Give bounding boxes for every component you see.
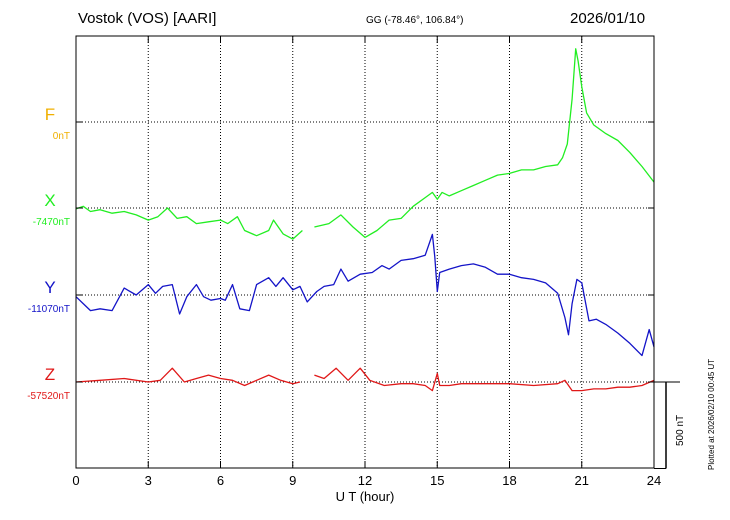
series-baseline-F: 0nT [53,131,70,142]
series-line-Z-1 [314,367,655,392]
x-tick-label-24: 24 [647,473,661,488]
x-tick-label-12: 12 [358,473,372,488]
x-axis-ticks: 0 3 6 9 12 15 18 21 24 [72,36,661,488]
scale-bar: 500 nT [654,381,686,469]
series-line-X-1 [314,48,655,239]
x-tick-label-9: 9 [289,473,296,488]
x-tick-label-0: 0 [72,473,79,488]
series-labels: F 0nT X -7470nT Y -11070nT Z -57520nT [27,105,70,402]
series-baseline-Z: -57520nT [27,391,70,402]
grid-lines [76,36,654,468]
series-baseline-X: -7470nT [33,217,70,228]
date-label: 2026/01/10 [570,10,646,27]
x-tick-label-21: 21 [575,473,589,488]
series-name-X: X [44,191,55,210]
x-tick-label-6: 6 [217,473,224,488]
x-tick-label-18: 18 [502,473,516,488]
scale-bar-label: 500 nT [675,415,686,446]
geographic-coords: GG (-78.46°, 106.84°) [366,15,464,26]
x-tick-label-15: 15 [430,473,444,488]
x-axis-label: U T (hour) [336,489,395,504]
series-name-F: F [45,105,55,124]
series-name-Y: Y [44,278,55,297]
series-line-X-0 [75,205,303,240]
x-tick-label-3: 3 [145,473,152,488]
series-baseline-Y: -11070nT [28,304,70,315]
series-line-Y-0 [75,233,655,357]
station-title: Vostok (VOS) [AARI] [78,10,217,27]
series-line-Z-0 [75,367,301,387]
series-name-Z: Z [45,365,55,384]
plotted-note: Plotted at 2026/02/10 00:45 UT [707,359,716,470]
series-layer [75,48,655,392]
